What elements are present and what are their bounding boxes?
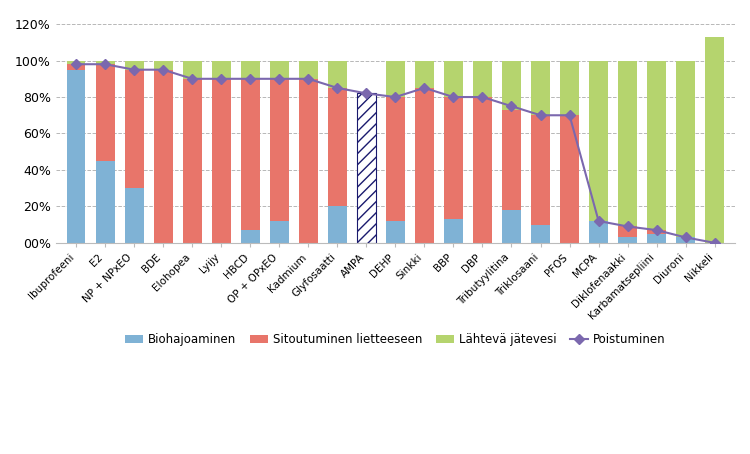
Bar xyxy=(270,79,289,221)
Bar xyxy=(473,97,492,243)
Bar xyxy=(298,79,318,243)
Bar xyxy=(647,234,666,243)
Bar xyxy=(590,60,608,221)
Bar xyxy=(444,219,463,243)
Bar xyxy=(386,60,405,97)
Bar xyxy=(502,110,521,210)
Bar xyxy=(676,237,695,243)
Bar xyxy=(386,97,405,221)
Legend: Biohajoaminen, Sitoutuminen lietteeseen, Lähtevä jätevesi, Poistuminen: Biohajoaminen, Sitoutuminen lietteeseen,… xyxy=(121,328,670,351)
Bar xyxy=(154,60,173,70)
Bar xyxy=(647,60,666,230)
Bar xyxy=(183,60,202,79)
Bar xyxy=(502,210,521,243)
Bar xyxy=(415,88,434,243)
Bar xyxy=(67,64,86,70)
Bar xyxy=(444,97,463,219)
Bar xyxy=(124,70,143,188)
Bar xyxy=(328,207,346,243)
Bar xyxy=(415,60,434,88)
Bar xyxy=(154,70,173,243)
Bar xyxy=(328,60,346,88)
Bar xyxy=(67,70,86,243)
Bar xyxy=(560,115,579,243)
Bar xyxy=(298,60,318,79)
Bar xyxy=(618,237,637,243)
Bar xyxy=(183,79,202,243)
Bar xyxy=(124,188,143,243)
Bar xyxy=(270,60,289,79)
Bar xyxy=(241,60,260,79)
Bar xyxy=(211,79,231,243)
Bar xyxy=(647,230,666,234)
Bar xyxy=(357,94,376,243)
Bar xyxy=(96,161,115,243)
Bar xyxy=(124,60,143,70)
Bar xyxy=(618,60,637,227)
Bar xyxy=(241,230,260,243)
Bar xyxy=(502,60,521,110)
Bar xyxy=(96,64,115,161)
Bar xyxy=(705,37,724,243)
Bar xyxy=(531,115,550,225)
Bar xyxy=(67,60,86,64)
Bar xyxy=(590,221,608,243)
Bar xyxy=(531,225,550,243)
Bar xyxy=(473,60,492,97)
Bar xyxy=(96,60,115,64)
Bar xyxy=(241,79,260,230)
Bar xyxy=(676,60,695,237)
Bar xyxy=(211,60,231,79)
Bar xyxy=(386,221,405,243)
Bar xyxy=(618,227,637,237)
Bar xyxy=(270,221,289,243)
Bar xyxy=(531,60,550,115)
Bar xyxy=(444,60,463,97)
Bar xyxy=(328,88,346,207)
Bar xyxy=(560,60,579,115)
